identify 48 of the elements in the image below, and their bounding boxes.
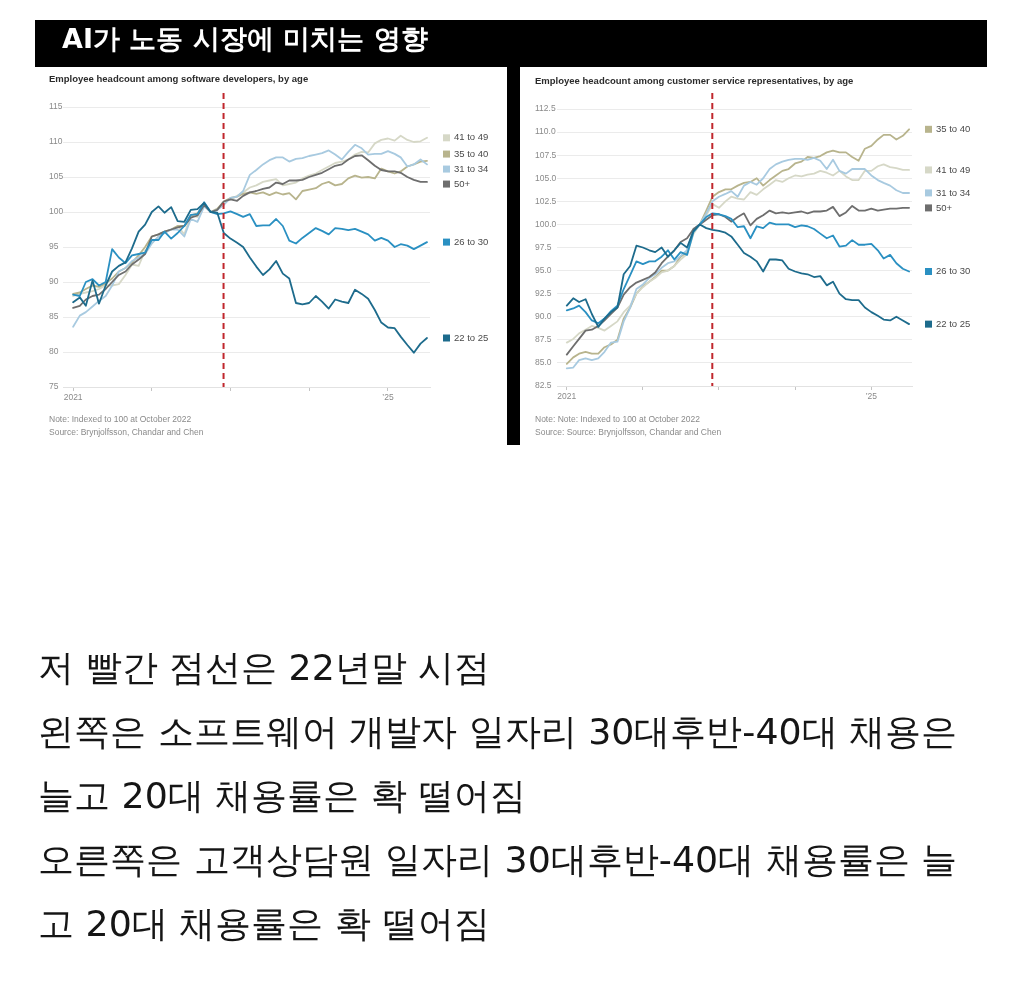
y-tick-label: 95 <box>49 241 59 252</box>
y-tick-label: 80 <box>49 346 59 357</box>
y-tick-label: 85 <box>49 311 59 322</box>
y-tick-label: 90.0 <box>535 311 552 322</box>
legend-label: 35 to 40 <box>454 147 489 159</box>
text: 저 빨간 점선은 22년말 시점 <box>38 645 492 691</box>
x-tick-label: ’25 <box>382 392 394 403</box>
legend-label: 41 to 49 <box>936 163 971 175</box>
y-tick-label: 95.0 <box>535 264 552 275</box>
legend-label: 31 to 34 <box>936 186 971 198</box>
text: Note: Indexed to 100 at October 2022 <box>49 413 193 426</box>
y-tick-label: 107.5 <box>535 149 557 160</box>
x-tick-label: 2021 <box>557 391 577 402</box>
y-tick-label: 105 <box>49 171 64 182</box>
y-tick-label: 85.0 <box>535 357 552 368</box>
text: 왼쪽은 소프트웨어 개발자 일자리 30대후반-40대 채용은 늘고 20대 채용률은 확 떨어짐 <box>38 709 959 819</box>
legend-label: 50+ <box>936 201 953 213</box>
y-tick-label: 110 <box>49 136 63 147</box>
y-tick-label: 100 <box>49 206 64 217</box>
x-tick-label: 2021 <box>63 392 83 403</box>
legend-label: 26 to 30 <box>936 265 971 277</box>
y-tick-label: 87.5 <box>535 334 552 345</box>
legend-label: 22 to 25 <box>936 317 971 329</box>
y-tick-label: 102.5 <box>535 195 557 206</box>
y-tick-label: 92.5 <box>535 288 552 299</box>
legend-label: 31 to 34 <box>454 162 489 174</box>
source-note: Source: Source: Brynjolfsson, Chandar and Chen <box>535 425 722 438</box>
y-tick-label: 82.5 <box>535 380 552 391</box>
y-tick-label: 110.0 <box>535 126 556 137</box>
legend-label: 50+ <box>454 177 471 189</box>
chart-title: Employee headcount among software developers, by age <box>49 72 309 84</box>
y-tick-label: 97.5 <box>535 241 552 252</box>
legend-label: 22 to 25 <box>454 331 489 343</box>
source-note: Source: Brynjolfsson, Chandar and Chen <box>49 425 204 438</box>
y-tick-label: 112.5 <box>535 103 556 114</box>
legend-label: 35 to 40 <box>936 122 971 134</box>
y-tick-label: 115 <box>49 101 63 112</box>
text: AI가 노동 시장에 미치는 영향 <box>62 22 428 56</box>
x-tick-label: ’25 <box>865 391 878 402</box>
y-tick-label: 100.0 <box>535 218 557 229</box>
text: Note: Note: Indexed to 100 at October 2022 <box>535 413 701 426</box>
y-tick-label: 90 <box>49 276 59 287</box>
legend-label: 41 to 49 <box>454 131 489 143</box>
chart-title: Employee headcount among customer service representatives, by age <box>535 74 854 86</box>
y-tick-label: 75 <box>49 381 59 392</box>
y-tick-label: 105.0 <box>535 172 557 183</box>
text: 오른쪽은 고객상담원 일자리 30대후반-40대 채용률은 늘고 20대 채용률은 확 떨어짐 <box>38 837 959 947</box>
legend-label: 26 to 30 <box>454 235 489 247</box>
